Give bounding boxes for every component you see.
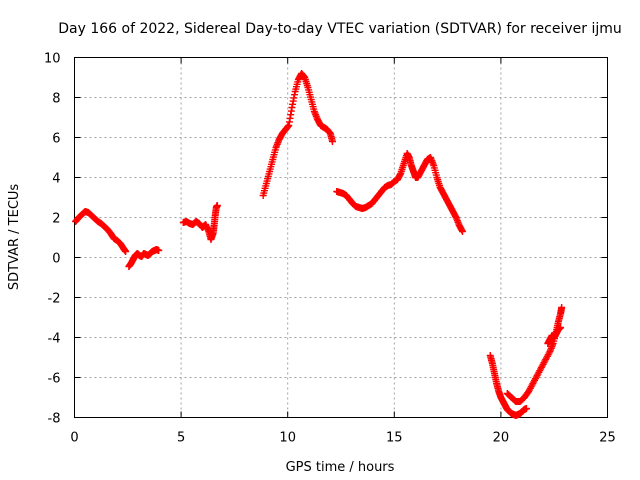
y-tick-label: 8 [52, 92, 60, 107]
y-tick-label: 0 [52, 252, 60, 267]
data-point [213, 202, 221, 209]
data-point [545, 349, 553, 357]
y-tick-label: -2 [48, 292, 61, 307]
x-tick-label: 10 [279, 431, 296, 446]
axis-ticks [74, 57, 608, 418]
x-tick-labels: 0 5 10 15 20 25 [70, 431, 615, 446]
y-tick-label: -8 [48, 412, 61, 427]
data-point [459, 228, 467, 235]
data-points [72, 70, 566, 419]
y-tick-label: 4 [52, 172, 60, 187]
data-point [328, 138, 336, 145]
data-point [557, 324, 565, 331]
x-tick-label: 15 [386, 431, 403, 446]
y-axis-label: SDTVAR / TECUs [7, 184, 22, 291]
chart-title: Day 166 of 2022, Sidereal Day-to-day VTE… [58, 21, 622, 37]
x-tick-label: 20 [493, 431, 510, 446]
data-point [522, 405, 530, 412]
y-tick-label: -4 [48, 332, 61, 347]
x-tick-label: 5 [177, 431, 185, 446]
y-tick-labels: -8 -6 -4 -2 0 2 4 6 8 10 [44, 52, 61, 427]
data-point [122, 248, 130, 255]
grid [74, 57, 608, 418]
x-tick-label: 25 [599, 431, 616, 446]
data-point [155, 247, 163, 254]
y-tick-label: 6 [52, 132, 60, 147]
data-point [558, 304, 566, 311]
plot-frame [74, 57, 608, 418]
y-tick-label: 10 [44, 52, 61, 67]
x-tick-label: 0 [70, 431, 78, 446]
x-axis-label: GPS time / hours [286, 460, 395, 475]
y-tick-label: -6 [48, 372, 61, 387]
y-tick-label: 2 [52, 212, 60, 227]
